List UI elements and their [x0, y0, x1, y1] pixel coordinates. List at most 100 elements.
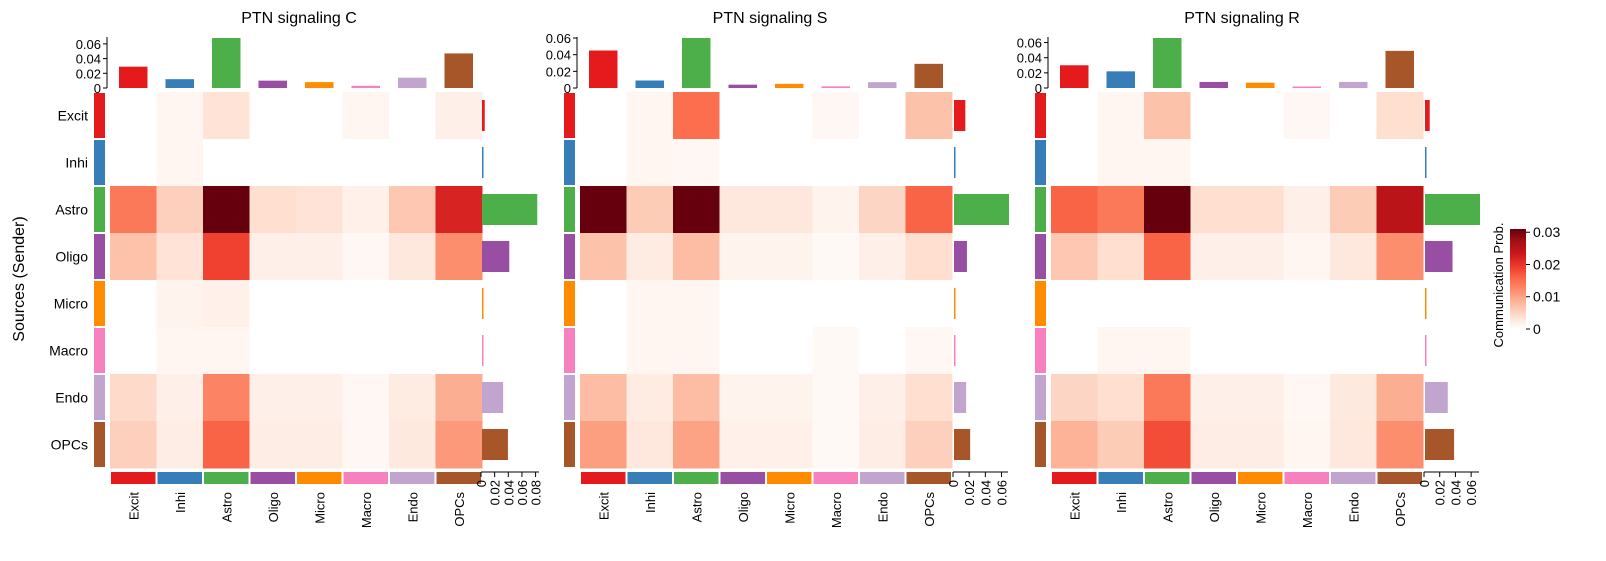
heatmap-cell	[1330, 92, 1377, 140]
heatmap-cell	[1190, 421, 1238, 469]
heatmap-cell	[296, 421, 343, 469]
heatmap-cell	[673, 421, 720, 469]
heatmap-cell	[1051, 327, 1098, 375]
heatmap-cell	[342, 421, 390, 469]
heatmap-cell	[1283, 233, 1331, 281]
column-label: Macro	[359, 492, 374, 528]
heatmap-cell	[342, 186, 390, 234]
heatmap-cell	[435, 233, 483, 281]
heatmap-cell	[1330, 374, 1377, 422]
right-bar-tick-label: 0	[1417, 480, 1432, 487]
column-color-band	[157, 472, 202, 484]
right-bar	[482, 382, 504, 413]
heatmap-cell	[1097, 186, 1145, 234]
column-color-band	[204, 472, 249, 484]
heatmap-cell	[719, 280, 767, 328]
right-bar-tick-label: 0.04	[501, 480, 516, 505]
heatmap-cell	[1376, 139, 1424, 187]
heatmap-cell	[249, 186, 297, 234]
heatmap-cell	[1237, 186, 1284, 234]
right-bar-tick-label: 0.02	[1433, 480, 1448, 505]
column-color-band	[767, 472, 812, 484]
heatmap-cell	[1283, 139, 1331, 187]
top-bar	[635, 80, 664, 88]
heatmap-cell	[389, 374, 436, 422]
heatmap-cell	[580, 421, 627, 469]
row-color-band	[1035, 422, 1046, 467]
heatmap-cell	[626, 139, 674, 187]
heatmap-cell	[296, 327, 343, 375]
row-color-band	[564, 187, 575, 232]
heatmap-cell	[156, 92, 204, 140]
panel-title: PTN signaling S	[713, 10, 828, 27]
heatmap-cell	[203, 421, 250, 469]
heatmap-cell	[859, 280, 906, 328]
heatmap-cell	[1376, 233, 1424, 281]
heatmap-cell	[203, 327, 250, 375]
row-color-band	[94, 422, 105, 467]
heatmap-cell	[1051, 186, 1098, 234]
heatmap-cell	[1376, 327, 1424, 375]
row-color-band	[94, 140, 105, 185]
top-bar	[305, 82, 334, 88]
right-bar	[954, 100, 966, 131]
heatmap-cell	[859, 421, 906, 469]
heatmap-cell	[1144, 139, 1191, 187]
right-bar	[1425, 194, 1480, 225]
top-bar	[914, 63, 943, 88]
heatmap-cell	[435, 421, 483, 469]
heatmap-cell	[859, 327, 906, 375]
top-bar-tick-label: 0	[94, 81, 101, 96]
row-color-band	[94, 234, 105, 279]
heatmap-cell	[766, 139, 813, 187]
heatmap-cell	[249, 92, 297, 140]
column-color-band	[1377, 472, 1422, 484]
heatmap-cell	[626, 186, 674, 234]
top-bar	[728, 84, 757, 88]
column-color-band	[1052, 472, 1097, 484]
heatmap-cell	[156, 233, 204, 281]
right-bar-tick-label: 0.08	[529, 480, 544, 505]
heatmap-cell	[1237, 139, 1284, 187]
heatmap-cell	[766, 186, 813, 234]
right-bar	[482, 100, 485, 131]
top-bar	[351, 85, 380, 88]
heatmap-cell	[1237, 92, 1284, 140]
top-bar	[1060, 65, 1089, 88]
top-bar	[398, 77, 427, 88]
top-bar-tick-label: 0.02	[1017, 66, 1042, 81]
top-bar-tick-label: 0.06	[1017, 36, 1042, 51]
heatmap-cell	[673, 233, 720, 281]
top-bar-tick-label: 0.06	[76, 37, 101, 52]
column-label: Micro	[782, 492, 797, 524]
row-label: Endo	[55, 390, 88, 406]
heatmap-cell	[812, 186, 860, 234]
column-label: Astro	[689, 492, 704, 522]
right-bar	[954, 429, 971, 460]
column-label: Excit	[1067, 492, 1082, 521]
heatmap-cell	[342, 374, 390, 422]
heatmap-cell	[1283, 327, 1331, 375]
heatmap-cell	[673, 92, 720, 140]
right-bar-tick-label: 0.06	[515, 480, 530, 505]
heatmap-cell	[1330, 139, 1377, 187]
heatmap-cell	[766, 327, 813, 375]
column-label: Excit	[126, 492, 141, 521]
right-bar	[954, 382, 967, 413]
column-label: Macro	[1300, 492, 1315, 528]
column-label: Astro	[219, 492, 234, 522]
column-label: Micro	[1253, 492, 1268, 524]
heatmap-cell	[905, 374, 953, 422]
heatmap-cell	[389, 92, 436, 140]
row-color-band	[564, 93, 575, 138]
heatmap-cell	[1144, 327, 1191, 375]
heatmap-cell	[389, 327, 436, 375]
heatmap-cell	[1097, 92, 1145, 140]
heatmap-cell	[1283, 374, 1331, 422]
heatmap-cell	[1097, 327, 1145, 375]
heatmap-cell	[342, 92, 390, 140]
top-bar-tick-label: 0.02	[76, 66, 101, 81]
heatmap-cell	[812, 327, 860, 375]
row-color-band	[94, 93, 105, 138]
